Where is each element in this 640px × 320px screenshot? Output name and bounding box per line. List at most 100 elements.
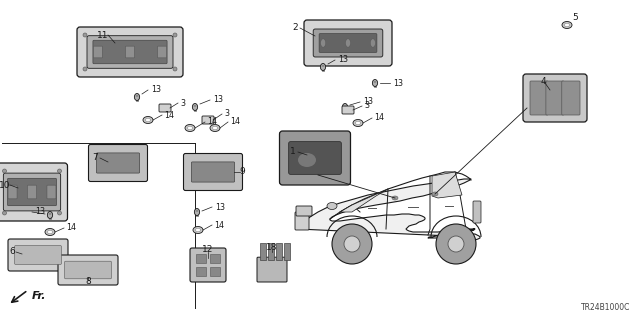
- Polygon shape: [432, 172, 462, 198]
- Ellipse shape: [196, 210, 198, 212]
- Ellipse shape: [372, 79, 378, 86]
- FancyBboxPatch shape: [8, 185, 17, 199]
- Bar: [196, 254, 206, 263]
- Text: 11: 11: [97, 30, 109, 39]
- Ellipse shape: [298, 153, 316, 167]
- FancyBboxPatch shape: [184, 154, 243, 190]
- Text: 9: 9: [239, 167, 245, 177]
- Ellipse shape: [49, 213, 51, 215]
- FancyBboxPatch shape: [159, 104, 171, 112]
- Bar: [322, 67, 324, 71]
- Bar: [196, 267, 206, 276]
- Ellipse shape: [173, 33, 177, 37]
- FancyBboxPatch shape: [190, 248, 226, 282]
- Text: 14: 14: [66, 223, 76, 233]
- FancyBboxPatch shape: [523, 74, 587, 122]
- Ellipse shape: [212, 126, 218, 130]
- Bar: [210, 254, 220, 263]
- Ellipse shape: [327, 203, 337, 210]
- Bar: [260, 243, 266, 260]
- Circle shape: [332, 224, 372, 264]
- FancyBboxPatch shape: [28, 185, 36, 199]
- Ellipse shape: [210, 124, 220, 132]
- Text: 5: 5: [572, 13, 578, 22]
- Polygon shape: [340, 189, 388, 212]
- Ellipse shape: [193, 227, 203, 234]
- FancyBboxPatch shape: [296, 206, 312, 216]
- FancyBboxPatch shape: [15, 246, 61, 264]
- Ellipse shape: [143, 116, 153, 124]
- Text: 13: 13: [338, 55, 348, 65]
- Ellipse shape: [47, 212, 52, 219]
- FancyBboxPatch shape: [8, 239, 68, 271]
- Ellipse shape: [185, 124, 195, 132]
- Ellipse shape: [322, 65, 324, 67]
- FancyBboxPatch shape: [93, 46, 102, 58]
- Ellipse shape: [145, 118, 150, 122]
- Bar: [49, 215, 51, 219]
- Ellipse shape: [321, 39, 326, 47]
- FancyBboxPatch shape: [546, 81, 564, 115]
- Polygon shape: [298, 179, 480, 240]
- Text: 13: 13: [215, 203, 225, 212]
- Text: 3: 3: [180, 99, 186, 108]
- Ellipse shape: [47, 230, 52, 234]
- Ellipse shape: [173, 67, 177, 71]
- Ellipse shape: [193, 103, 198, 110]
- Ellipse shape: [45, 228, 55, 236]
- Bar: [268, 243, 274, 260]
- Text: 6: 6: [9, 247, 15, 257]
- FancyBboxPatch shape: [93, 40, 167, 64]
- Text: 7: 7: [92, 154, 98, 163]
- Ellipse shape: [342, 103, 348, 110]
- Ellipse shape: [344, 105, 346, 107]
- Ellipse shape: [83, 33, 87, 37]
- Bar: [276, 243, 282, 260]
- Ellipse shape: [188, 126, 193, 130]
- Bar: [374, 83, 376, 87]
- Bar: [136, 97, 138, 101]
- FancyBboxPatch shape: [65, 261, 111, 279]
- FancyBboxPatch shape: [319, 34, 377, 52]
- Text: 8: 8: [85, 277, 91, 286]
- FancyBboxPatch shape: [47, 185, 56, 199]
- Bar: [196, 212, 198, 216]
- Text: 13: 13: [213, 95, 223, 105]
- FancyBboxPatch shape: [342, 106, 354, 114]
- FancyBboxPatch shape: [0, 163, 67, 221]
- Ellipse shape: [58, 211, 61, 215]
- FancyBboxPatch shape: [157, 46, 166, 58]
- FancyBboxPatch shape: [191, 162, 235, 182]
- FancyBboxPatch shape: [202, 116, 214, 124]
- Ellipse shape: [195, 228, 200, 232]
- FancyBboxPatch shape: [313, 29, 383, 57]
- Ellipse shape: [346, 39, 351, 47]
- Text: 14: 14: [164, 110, 174, 119]
- FancyBboxPatch shape: [295, 212, 309, 230]
- Text: 13: 13: [151, 85, 161, 94]
- Text: 14: 14: [230, 117, 240, 126]
- Bar: [344, 107, 346, 111]
- Ellipse shape: [321, 63, 326, 70]
- FancyBboxPatch shape: [77, 27, 183, 77]
- Ellipse shape: [353, 119, 363, 126]
- Circle shape: [436, 224, 476, 264]
- Text: 10: 10: [0, 180, 11, 189]
- Text: 2: 2: [292, 23, 298, 33]
- FancyBboxPatch shape: [125, 46, 134, 58]
- FancyBboxPatch shape: [58, 255, 118, 285]
- Circle shape: [448, 236, 464, 252]
- FancyBboxPatch shape: [280, 131, 351, 185]
- FancyBboxPatch shape: [88, 145, 147, 181]
- Ellipse shape: [432, 192, 438, 196]
- Text: 3: 3: [365, 101, 369, 110]
- FancyBboxPatch shape: [562, 81, 580, 115]
- FancyBboxPatch shape: [257, 257, 287, 282]
- Text: 3: 3: [225, 109, 230, 118]
- Text: 14: 14: [207, 117, 217, 126]
- Text: 13: 13: [35, 207, 45, 217]
- FancyBboxPatch shape: [8, 178, 56, 206]
- Circle shape: [344, 236, 360, 252]
- Ellipse shape: [134, 93, 140, 100]
- Text: 18: 18: [266, 244, 278, 252]
